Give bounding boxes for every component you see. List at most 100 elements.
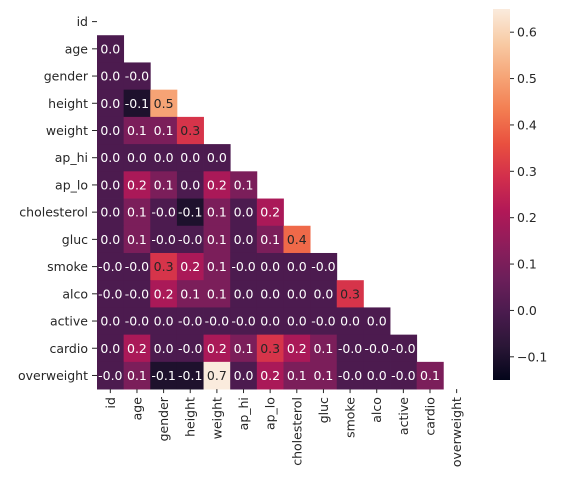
cell-value-label: 0.0 (367, 368, 387, 383)
cell-value-label: 0.1 (207, 205, 227, 220)
cell-value-label: -0.0 (178, 314, 202, 329)
heatmap-cell (123, 198, 151, 227)
cell-value-label: 0.0 (234, 232, 254, 247)
heatmap-cell (230, 280, 258, 308)
heatmap-cell (123, 62, 151, 91)
y-tick-label: overweight (18, 368, 88, 383)
heatmap-cell (363, 361, 391, 390)
heatmap-cell (123, 307, 151, 336)
colorbar-tick-label: 0.4 (517, 117, 537, 132)
heatmap-cell (310, 307, 338, 336)
heatmap-cell (363, 334, 391, 363)
heatmap-cell (176, 198, 204, 227)
cell-value-label: -0.0 (125, 69, 149, 84)
cell-value-label: 0.2 (260, 205, 280, 220)
x-tick-labels: id age gender height weight ap_hi ap_lo cholest… (103, 389, 464, 467)
heatmap-cell (336, 280, 364, 308)
x-tick-label: smoke (343, 397, 358, 438)
x-tick-label: height (183, 397, 198, 437)
heatmap-cell (230, 198, 258, 227)
cell-value-label: 0.0 (260, 314, 280, 329)
cell-value-label: 0.0 (234, 368, 254, 383)
y-tick-label: smoke (47, 259, 88, 274)
cell-value-label: 0.1 (234, 177, 254, 192)
heatmap-cell (256, 307, 284, 336)
cell-value-label: 0.2 (260, 368, 280, 383)
cell-value-label: 0.2 (154, 286, 174, 301)
y-tick-label: gluc (62, 232, 88, 247)
cell-value-label: -0.0 (205, 314, 229, 329)
cell-value-label: -0.1 (125, 96, 149, 111)
cell-value-label: 0.0 (287, 259, 307, 274)
y-tick-label: cholesterol (19, 205, 88, 220)
cell-value-label: -0.0 (178, 341, 202, 356)
y-tick-label: ap_hi (55, 150, 88, 165)
heatmap-cell (336, 334, 364, 363)
heatmap-cell (256, 225, 284, 254)
cell-value-label: 0.2 (127, 177, 147, 192)
cell-value-label: -0.0 (231, 314, 255, 329)
cell-value-label: 0.3 (180, 123, 200, 138)
cell-value-label: 0.0 (287, 286, 307, 301)
cell-value-label: -0.0 (338, 368, 362, 383)
cell-value-label: 0.0 (180, 177, 200, 192)
heatmap-cell (97, 252, 125, 281)
heatmap-cell (256, 334, 284, 363)
heatmap-cell (123, 280, 151, 308)
cell-value-label: 0.0 (154, 150, 174, 165)
cell-value-label: 0.0 (260, 286, 280, 301)
cell-value-label: -0.0 (338, 341, 362, 356)
cell-value-label: -0.0 (311, 314, 335, 329)
cell-value-label: -0.1 (178, 205, 202, 220)
x-tick-label: ap_lo (263, 397, 278, 430)
cell-value-label: 0.1 (154, 177, 174, 192)
cell-value-label: 0.4 (287, 232, 307, 247)
cell-value-label: 0.0 (100, 205, 120, 220)
cell-value-label: 0.1 (207, 259, 227, 274)
cell-value-label: 0.1 (127, 205, 147, 220)
cell-value-label: 0.2 (207, 177, 227, 192)
cell-value-label: 0.0 (100, 341, 120, 356)
colorbar-tick-label: 0.6 (517, 25, 537, 40)
heatmap-cell (256, 198, 284, 227)
cell-value-label: 0.1 (207, 286, 227, 301)
heatmap-cell (363, 307, 391, 336)
cell-value-label: 0.0 (340, 314, 360, 329)
cell-value-label: 0.1 (313, 341, 333, 356)
cell-value-label: 0.0 (100, 314, 120, 329)
heatmap-cell (230, 307, 258, 336)
cell-value-label: 0.0 (154, 341, 174, 356)
cell-value-label: -0.1 (178, 368, 202, 383)
cell-value-label: 0.0 (234, 205, 254, 220)
cell-value-label: 0.1 (127, 368, 147, 383)
heatmap-cell (97, 144, 125, 172)
colorbar-tick-label: −0.1 (517, 349, 547, 364)
cell-value-label: -0.0 (125, 314, 149, 329)
cell-value-label: 0.1 (154, 123, 174, 138)
cell-value-label: 0.0 (100, 69, 120, 84)
x-tick-label: overweight (449, 397, 464, 467)
y-tick-label: height (48, 96, 88, 111)
cell-value-label: 0.5 (154, 96, 174, 111)
x-tick-label: id (103, 397, 118, 408)
cell-value-label: 0.0 (154, 314, 174, 329)
heatmap-cell (203, 198, 231, 227)
heatmap-cell (230, 225, 258, 254)
cell-value-label: 0.0 (367, 314, 387, 329)
heatmap-cell (123, 225, 151, 254)
heatmap-cell (150, 361, 178, 390)
cell-value-label: 0.1 (260, 232, 280, 247)
heatmap-cell (256, 280, 284, 308)
heatmap-cell (256, 361, 284, 390)
y-tick-label: age (65, 41, 89, 56)
cell-value-label: 0.0 (100, 96, 120, 111)
heatmap-cell (97, 116, 125, 145)
heatmap-cell (310, 280, 338, 308)
heatmap-cell (283, 252, 311, 281)
cell-value-label: 0.2 (127, 341, 147, 356)
cell-value-label: -0.0 (231, 259, 255, 274)
cell-value-label: -0.0 (98, 259, 122, 274)
cell-value-label: -0.0 (98, 286, 122, 301)
cell-value-label: -0.0 (151, 205, 175, 220)
